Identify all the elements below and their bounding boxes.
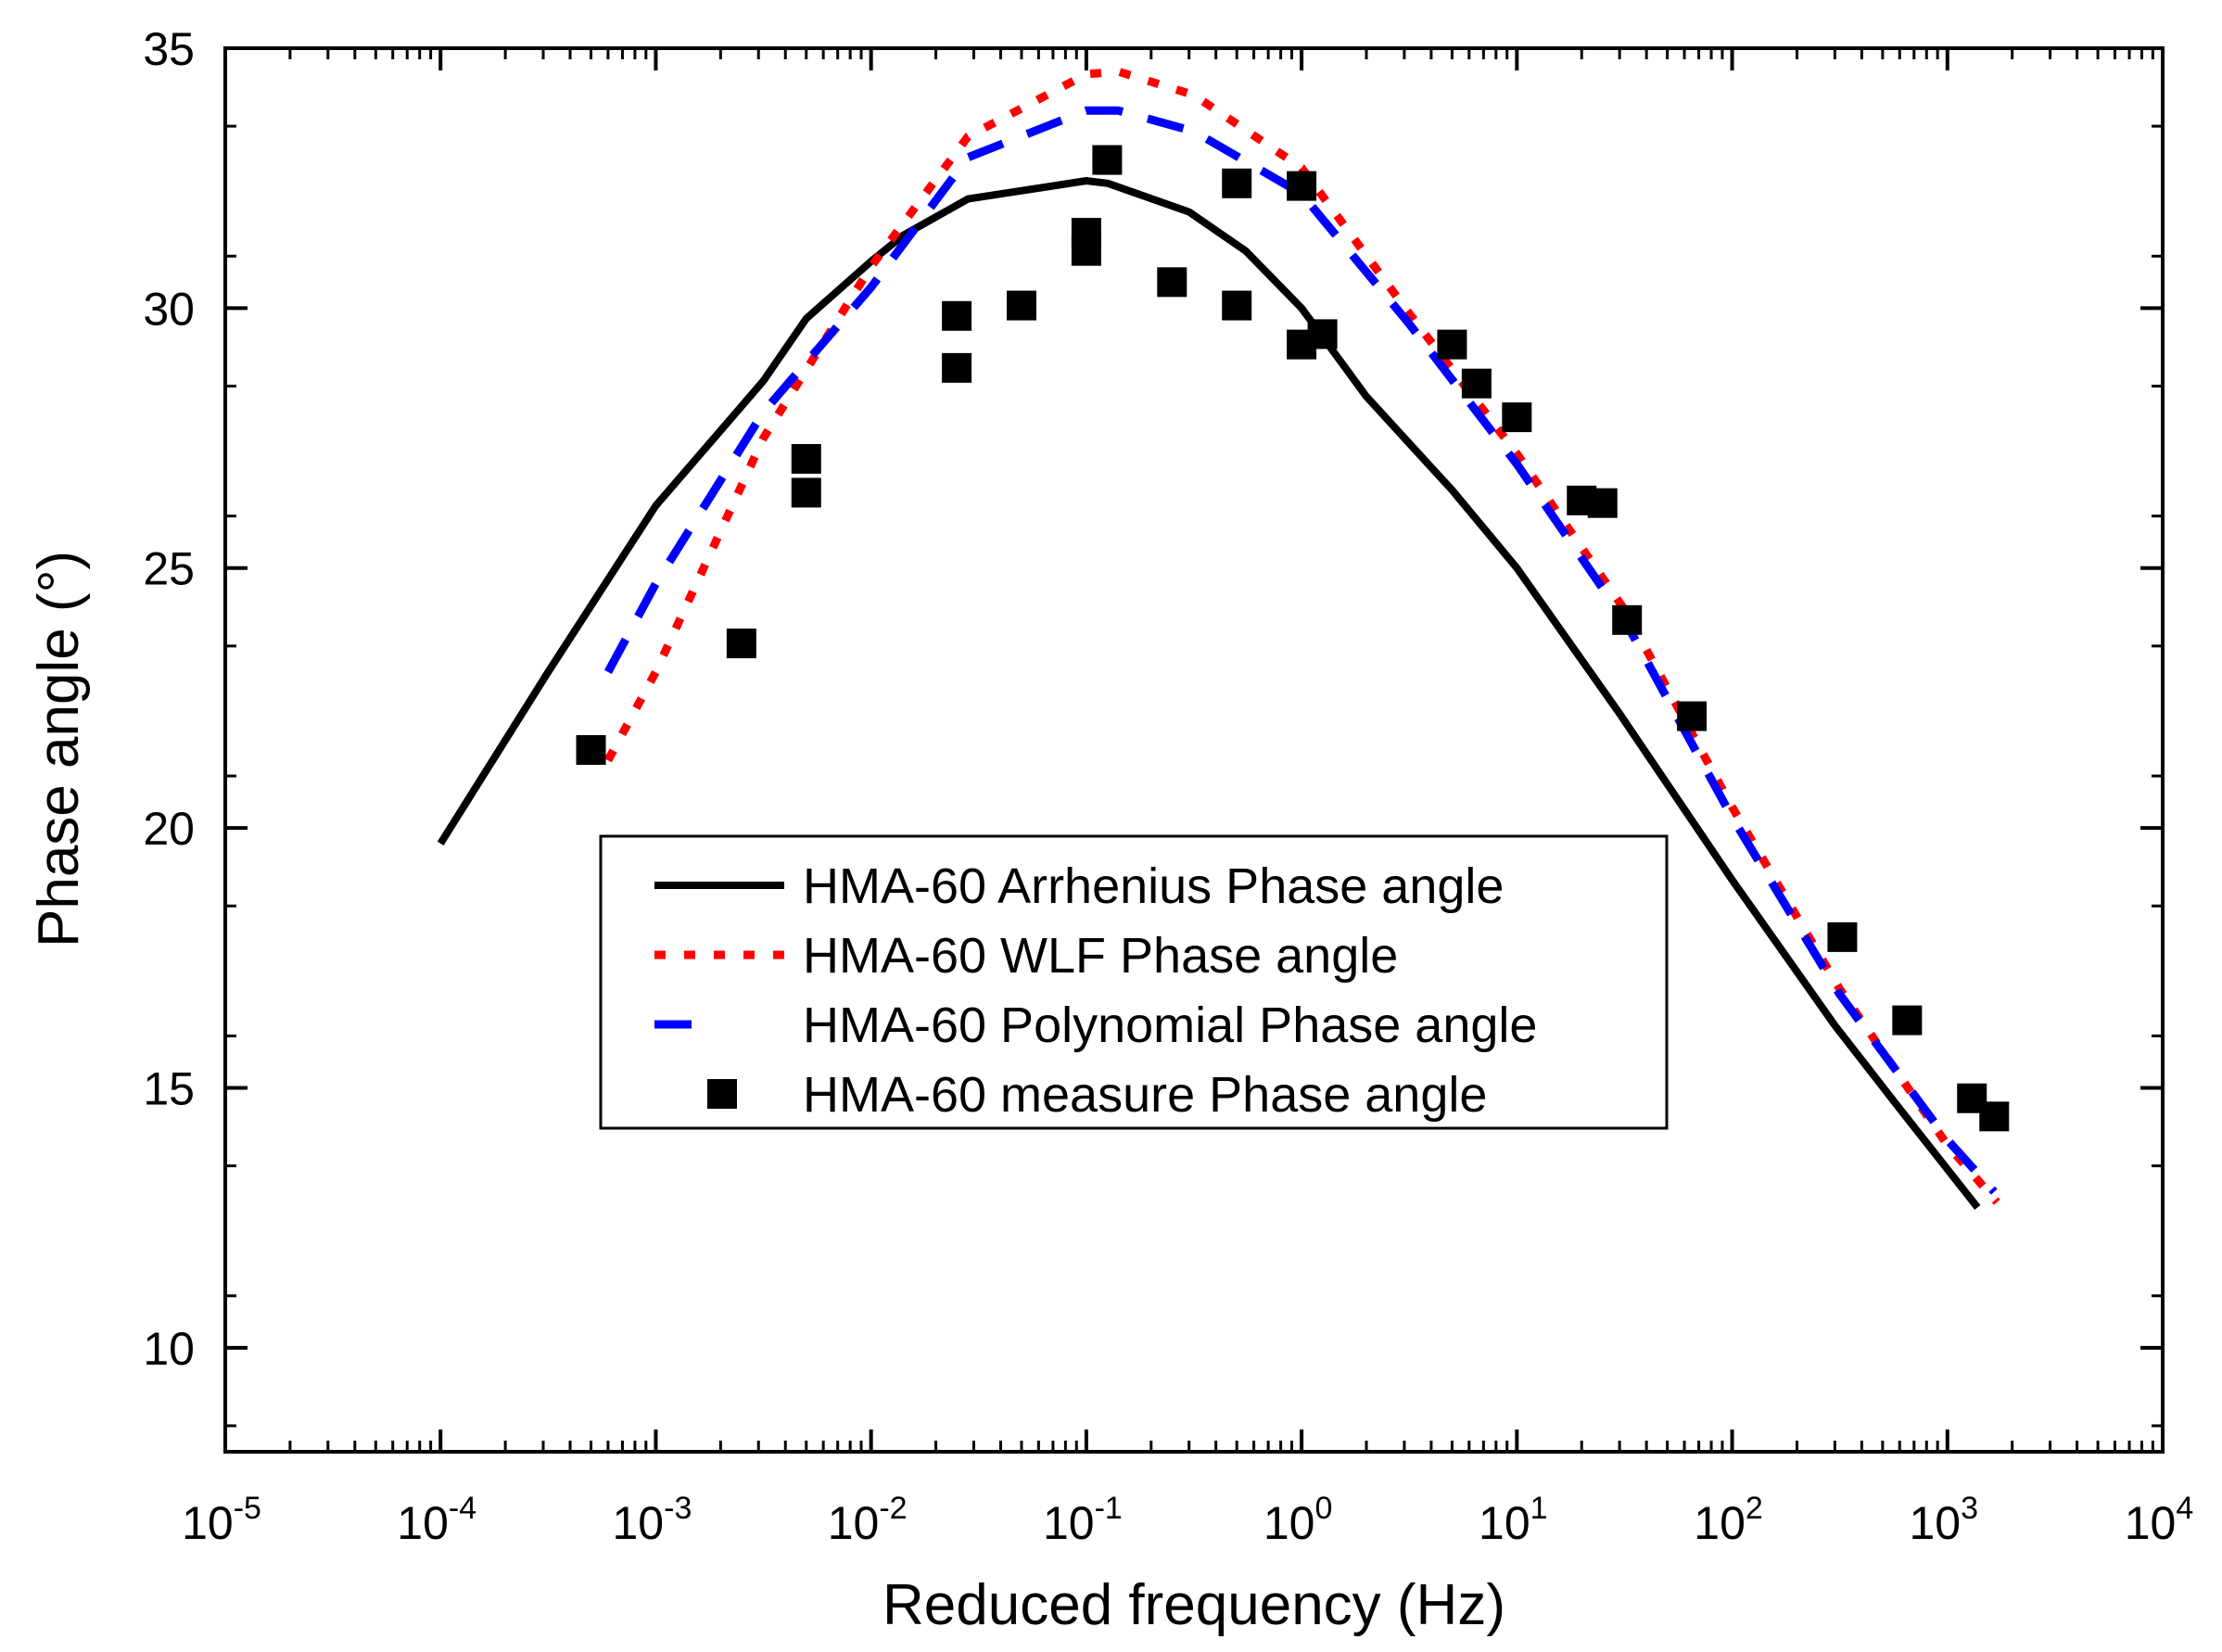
series-line-arrhenius (437, 177, 1981, 1210)
x-tick-label-base: 10 (1043, 1497, 1095, 1549)
x-tick-label: 10-3 (613, 1491, 692, 1549)
legend-marker-square (707, 1079, 737, 1109)
data-point-square (791, 477, 821, 508)
data-point-square (1157, 267, 1187, 298)
x-tick-label-exp: -2 (879, 1491, 907, 1526)
x-tick-label-base: 10 (1263, 1497, 1315, 1549)
data-point-square (1587, 488, 1618, 518)
data-point-square (1071, 218, 1101, 248)
data-point-square (1461, 368, 1492, 399)
x-tick-label-exp: 4 (2176, 1491, 2193, 1526)
data-point-square (1307, 319, 1338, 349)
data-point-square (1979, 1101, 2010, 1132)
x-tick-label-exp: 0 (1314, 1491, 1332, 1526)
x-tick-label-exp: -4 (449, 1491, 476, 1526)
axes-group: 10-5 10-4 10-3 10-2 10-1 100 101 102 103 10410152… (143, 23, 2193, 1549)
x-tick-label: 10-1 (1043, 1491, 1123, 1549)
data-point-square (1677, 701, 1708, 731)
x-tick-label: 100 (1263, 1491, 1333, 1549)
data-point-square (942, 352, 972, 383)
series-lines (437, 67, 2000, 1210)
legend-label: HMA-60 Arrhenius Phase angle (803, 858, 1504, 914)
x-tick-label: 104 (2125, 1491, 2194, 1549)
x-tick-label: 10-2 (828, 1491, 908, 1549)
x-tick-label-base: 10 (1479, 1497, 1530, 1549)
x-tick-label-exp: 3 (1961, 1491, 1978, 1526)
x-tick-label: 10-5 (182, 1491, 261, 1549)
x-tick-label: 102 (1694, 1491, 1763, 1549)
data-point-square (1222, 168, 1252, 198)
data-point-square (1287, 171, 1317, 201)
plot-frame (223, 46, 2165, 1454)
y-tick-label: 30 (143, 283, 195, 335)
y-axis-title: Phase angle (°) (27, 551, 91, 947)
data-point-square (942, 300, 972, 331)
data-point-square (791, 443, 821, 474)
x-tick-label-base: 10 (613, 1497, 665, 1549)
data-point-square (1437, 329, 1467, 360)
data-point-square (726, 629, 756, 659)
data-point-square (1827, 921, 1858, 952)
x-tick-label-exp: -5 (234, 1491, 261, 1526)
legend-label: HMA-60 Polynomial Phase angle (803, 998, 1537, 1053)
data-point-square (1502, 402, 1532, 433)
x-tick-label-base: 10 (1694, 1497, 1746, 1549)
x-tick-label-base: 10 (828, 1497, 880, 1549)
series-line-polynomial (603, 106, 1998, 1195)
y-tick-label: 25 (143, 543, 195, 595)
data-point-square (1092, 145, 1123, 175)
legend: HMA-60 Arrhenius Phase angle HMA-60 WLF P… (599, 834, 1669, 1130)
x-axis-title: Reduced frequency (Hz) (882, 1573, 1505, 1637)
series-markers (576, 145, 2010, 1132)
y-tick-label: 20 (143, 803, 195, 855)
x-tick-label-exp: -3 (664, 1491, 692, 1526)
x-tick-label-exp: 2 (1746, 1491, 1763, 1526)
x-tick-label-base: 10 (1910, 1497, 1962, 1549)
x-tick-label-base: 10 (397, 1497, 449, 1549)
x-tick-label-exp: -1 (1095, 1491, 1123, 1526)
y-tick-label: 15 (143, 1062, 195, 1114)
x-tick-label: 101 (1479, 1491, 1548, 1549)
data-point-square (1612, 604, 1643, 635)
data-point-square (1222, 290, 1252, 321)
x-tick-label-base: 10 (2125, 1497, 2177, 1549)
data-point-square (1892, 1005, 1923, 1036)
legend-label: HMA-60 WLF Phase angle (803, 928, 1398, 984)
data-point-square (576, 735, 606, 765)
y-tick-label: 35 (143, 23, 195, 75)
x-tick-label-exp: 1 (1530, 1491, 1548, 1526)
x-tick-label-base: 10 (182, 1497, 234, 1549)
x-tick-label: 10-4 (397, 1491, 476, 1549)
data-point-square (1006, 290, 1036, 321)
x-tick-label: 103 (1910, 1491, 1979, 1549)
y-tick-label: 10 (143, 1323, 195, 1375)
legend-label: HMA-60 measure Phase angle (803, 1067, 1487, 1123)
